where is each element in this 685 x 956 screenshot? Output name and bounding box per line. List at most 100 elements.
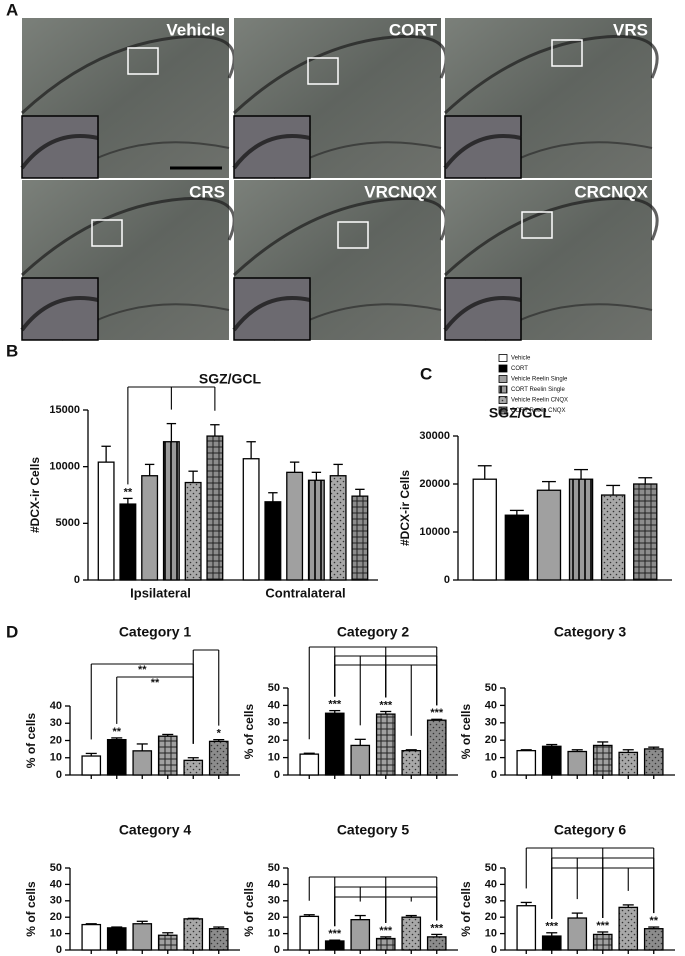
micrograph: VRCNQX xyxy=(232,180,448,341)
y-axis-label: % of cells xyxy=(459,704,473,760)
bar xyxy=(426,936,447,951)
y-tick-label: 20000 xyxy=(419,478,450,490)
y-tick-label: 30 xyxy=(268,717,280,729)
bar xyxy=(536,489,562,581)
bar xyxy=(106,927,127,951)
panel-letter: B xyxy=(6,341,18,360)
bar xyxy=(183,759,204,776)
legend-label: CORT Reelin Single xyxy=(511,387,565,393)
significance: * xyxy=(217,728,222,740)
significance: *** xyxy=(379,925,393,937)
roi-box xyxy=(307,57,339,85)
bar xyxy=(375,937,396,951)
bar xyxy=(618,906,639,951)
bar xyxy=(592,933,613,951)
bar xyxy=(286,471,304,581)
bar xyxy=(541,745,562,776)
significance: *** xyxy=(545,921,559,933)
bar xyxy=(592,744,613,776)
y-tick-label: 30000 xyxy=(419,430,450,442)
bar xyxy=(633,483,658,581)
y-axis-label: #DCX-ir Cells xyxy=(28,457,42,533)
significance: *** xyxy=(596,920,610,932)
bar xyxy=(132,750,153,776)
bar xyxy=(141,475,159,581)
micrograph: CORT xyxy=(232,18,448,179)
bar xyxy=(643,748,664,776)
y-tick-label: 10000 xyxy=(49,461,80,473)
bar xyxy=(350,919,371,951)
y-tick-label: 0 xyxy=(56,944,62,956)
significance: ** xyxy=(112,726,121,738)
bar xyxy=(157,735,178,776)
bar xyxy=(157,934,178,951)
legend-swatch xyxy=(498,354,508,362)
legend-label: CORT xyxy=(511,366,528,372)
micrograph: Vehicle xyxy=(20,18,236,179)
y-tick-label: 10 xyxy=(268,928,280,940)
inset xyxy=(444,277,522,341)
legend-swatch xyxy=(498,396,508,404)
y-axis-label: % of cells xyxy=(24,881,38,937)
bar xyxy=(516,905,537,951)
y-tick-label: 10 xyxy=(268,752,280,764)
bar xyxy=(541,935,562,951)
image-label: CORT xyxy=(389,20,438,39)
bracket-label: ** xyxy=(138,664,147,676)
y-tick-label: 50 xyxy=(268,862,280,874)
image-label: VRS xyxy=(613,20,648,39)
y-axis-label: % of cells xyxy=(24,713,38,769)
chart-title: Category 6 xyxy=(554,822,627,838)
bar xyxy=(324,712,345,776)
cell-layer xyxy=(443,34,659,115)
inset-cells xyxy=(20,134,99,170)
bar xyxy=(307,479,325,581)
bar xyxy=(375,713,396,776)
bar xyxy=(264,501,282,581)
y-tick-label: 40 xyxy=(268,699,280,711)
significance: *** xyxy=(430,707,444,719)
inset xyxy=(21,277,99,341)
cell-layer xyxy=(20,196,236,277)
x-tick-label: Ipsilateral xyxy=(130,585,191,600)
significance: ** xyxy=(124,486,133,498)
roi-box xyxy=(127,47,159,75)
legend-swatch xyxy=(498,385,508,394)
inset-cells xyxy=(232,134,311,170)
y-tick-label: 20 xyxy=(50,734,62,746)
y-tick-label: 50 xyxy=(485,862,497,874)
y-axis-label: % of cells xyxy=(459,881,473,937)
y-tick-label: 50 xyxy=(50,862,62,874)
y-tick-label: 20 xyxy=(50,911,62,923)
bar xyxy=(208,740,229,776)
significance: ** xyxy=(649,915,658,927)
y-tick-label: 15000 xyxy=(49,404,80,416)
inset xyxy=(444,115,522,179)
bar xyxy=(162,441,180,581)
chart-title: SGZ/GCL xyxy=(199,371,262,387)
inset-cells xyxy=(443,296,522,332)
y-tick-label: 10 xyxy=(485,752,497,764)
bar xyxy=(208,928,229,951)
legend-swatch xyxy=(498,364,508,373)
micrograph: VRS xyxy=(443,18,659,179)
micrograph: CRS xyxy=(20,180,236,341)
roi-box xyxy=(521,211,553,239)
chart-title: Category 2 xyxy=(337,624,410,640)
image-label: CRS xyxy=(189,182,225,201)
x-tick-label: Contralateral xyxy=(265,585,345,600)
y-tick-label: 5000 xyxy=(56,517,80,529)
chart-title: Category 5 xyxy=(337,822,410,838)
chart-title: SGZ/GCL xyxy=(489,405,552,421)
y-tick-label: 40 xyxy=(268,878,280,890)
y-tick-label: 30 xyxy=(485,717,497,729)
bar xyxy=(600,494,626,581)
bar xyxy=(299,915,320,951)
bar xyxy=(401,916,422,951)
inset-cells xyxy=(20,296,99,332)
image-label: Vehicle xyxy=(166,20,225,39)
significance: *** xyxy=(379,699,393,711)
y-tick-label: 0 xyxy=(274,944,280,956)
panel-letter: C xyxy=(420,364,432,383)
